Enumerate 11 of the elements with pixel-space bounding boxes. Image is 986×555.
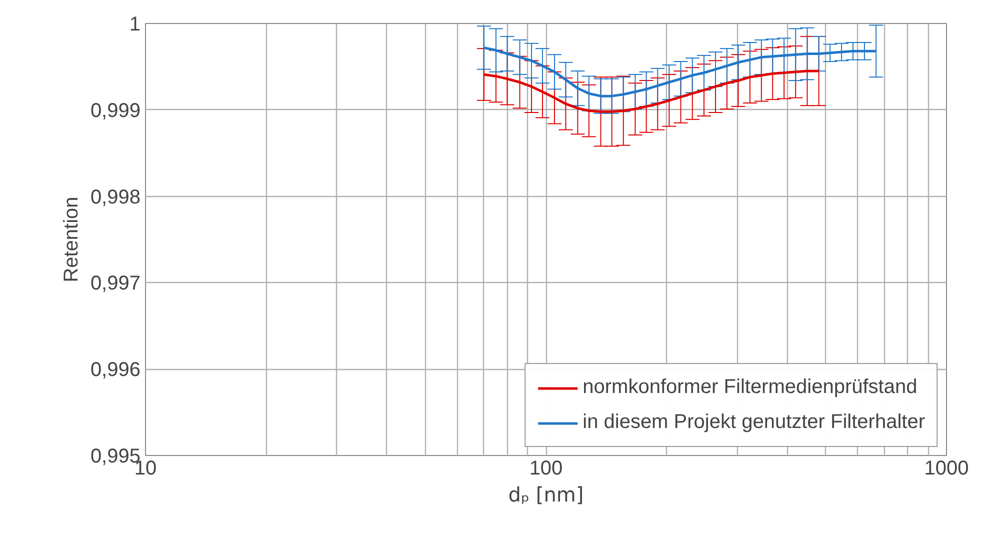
x-tick-label: 100 <box>529 458 563 480</box>
y-tick-label: 0,997 <box>90 272 141 295</box>
x-axis-title: dₚ [nm] <box>508 482 584 506</box>
legend-label: normkonformer Filtermedienprüfstand <box>582 376 918 399</box>
y-axis-title: Retention <box>60 196 82 282</box>
y-tick-label: 1 <box>129 14 140 36</box>
legend-label: in diesem Projekt genutzter Filterhalter <box>582 411 925 434</box>
y-tick-label: 0,999 <box>90 100 141 122</box>
y-tick-label: 0,998 <box>90 186 141 208</box>
y-tick-label: 0,996 <box>90 359 141 382</box>
x-tick-label: 1000 <box>924 458 969 480</box>
